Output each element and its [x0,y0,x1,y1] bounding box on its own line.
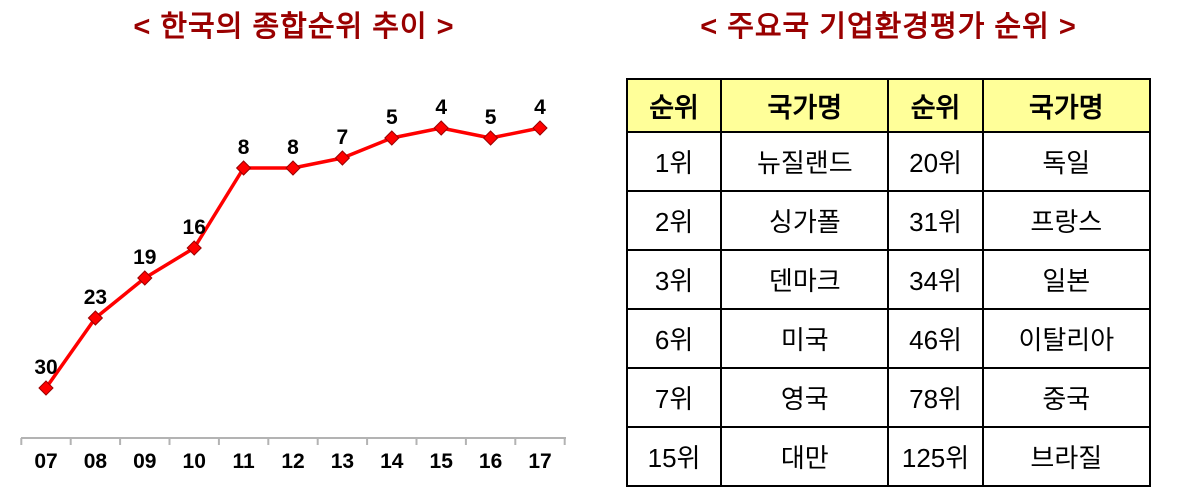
diamond-marker [38,380,54,396]
korea-ranking-chart-section: < 한국의 종합순위 추이 > 30 07 23 08 19 09 16 10 8 11 8 12 7 1… [14,11,574,488]
table-cell: 미국 [720,308,890,369]
x-axis-label: 15 [430,450,454,473]
table-cell: 6위 [625,308,723,369]
table-cell: 덴마크 [720,249,890,310]
x-axis-label: 09 [133,450,156,473]
table-cell: 영국 [720,367,890,428]
diamond-marker [384,130,400,146]
x-axis-label: 07 [34,450,57,473]
table-header-cell: 국가명 [720,78,890,133]
chart-title: < 한국의 종합순위 추이 > [133,11,455,43]
table-cell: 34위 [887,249,984,310]
diamond-marker [285,160,301,176]
table-cell: 125위 [887,426,984,487]
data-label: 8 [287,136,299,159]
table-cell: 뉴질랜드 [720,131,890,192]
table-row: 15위 대만 125위 브라질 [625,426,1152,487]
x-axis-label: 16 [479,450,502,473]
data-label: 16 [183,216,206,239]
diamond-marker [186,240,202,256]
data-label: 5 [485,106,497,129]
ranking-line-chart: 30 07 23 08 19 09 16 10 8 11 8 12 7 13 5 14 4 15 5 16 4 17 [14,48,574,488]
diamond-marker [334,150,351,166]
table-cell: 1위 [625,131,723,192]
table-row: 1위 뉴질랜드 20위 독일 [625,131,1152,192]
table-cell: 20위 [887,131,984,192]
table-body: 1위 뉴질랜드 20위 독일 2위 싱가폴 31위 프랑스 3위 덴마크 34위 일본 6위 미국 46위 이… [625,131,1152,487]
table-row: 2위 싱가폴 31위 프랑스 [625,190,1152,251]
x-axis-label: 17 [528,450,551,473]
x-axis-label: 13 [331,450,354,473]
table-title: < 주요국 기업환경평가 순위 > [700,11,1077,43]
table-cell: 독일 [981,131,1152,192]
x-axis-label: 14 [380,450,404,473]
table-row: 6위 미국 46위 이탈리아 [625,308,1152,369]
table-cell: 2위 [625,190,723,251]
x-axis-label: 10 [183,450,206,473]
table-cell: 7위 [625,367,723,428]
table-cell: 46위 [887,308,984,369]
data-label: 4 [534,96,546,119]
table-header-row: 순위 국가명 순위 국가명 [625,78,1152,133]
data-label: 8 [238,136,250,159]
table-cell: 이탈리아 [981,308,1152,369]
line-chart-svg: 30 07 23 08 19 09 16 10 8 11 8 12 7 13 5 14 4 15 5 16 4 17 [20,96,566,473]
data-label: 7 [337,126,349,149]
table-cell: 프랑스 [981,190,1152,251]
table-header-cell: 국가명 [981,78,1152,133]
data-label: 4 [435,96,447,119]
table-cell: 일본 [981,249,1152,310]
data-label: 30 [34,356,57,379]
data-label: 19 [133,246,156,269]
table-cell: 78위 [887,367,984,428]
table-row: 3위 덴마크 34위 일본 [625,249,1152,310]
table-cell: 3위 [625,249,723,310]
x-axis-label: 11 [232,450,255,473]
table-cell: 15위 [625,426,723,487]
x-axis-label: 08 [84,450,108,473]
table-header-cell: 순위 [887,78,984,133]
data-label: 5 [386,106,398,129]
table-header-cell: 순위 [625,78,723,133]
diamond-marker [433,120,449,136]
table-header: 순위 국가명 순위 국가명 [625,78,1152,133]
table-cell: 싱가폴 [720,190,890,251]
diamond-marker [482,130,499,146]
diamond-marker [87,310,104,326]
country-ranking-table-section: < 주요국 기업환경평가 순위 > 순위 국가명 순위 국가명 1위 뉴질랜드 20위 독일… [600,0,1160,498]
x-axis-label: 12 [281,450,304,473]
table-cell: 브라질 [981,426,1152,487]
table-cell: 31위 [887,190,984,251]
diamond-marker [532,120,548,136]
ranking-table: 순위 국가명 순위 국가명 1위 뉴질랜드 20위 독일 2위 싱가폴 31위 프랑스 3위 덴마크 34… [625,78,1152,487]
table-row: 7위 영국 78위 중국 [625,367,1152,428]
table-cell: 중국 [981,367,1152,428]
diamond-marker [137,270,153,286]
data-label: 23 [84,286,107,309]
diamond-marker [235,160,252,176]
table-cell: 대만 [720,426,890,487]
